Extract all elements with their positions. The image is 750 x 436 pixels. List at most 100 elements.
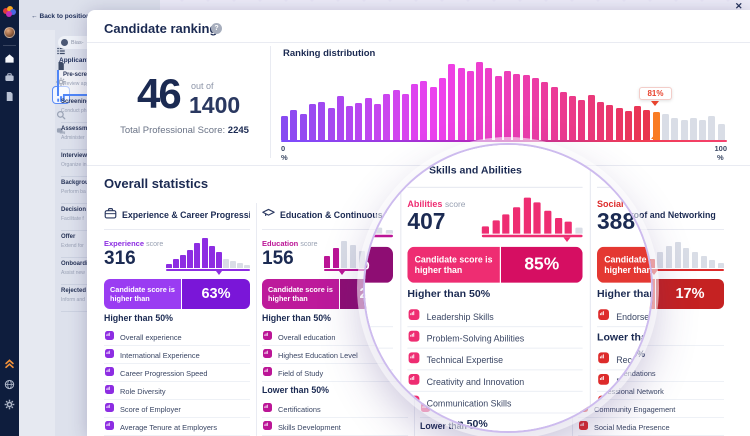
criteria-label: Problem-Solving Abilities (426, 333, 525, 345)
stage-title: Offer (61, 234, 76, 240)
card-divider (256, 203, 257, 436)
search-icon[interactable] (56, 107, 66, 120)
axis-max-label: 100 (714, 144, 727, 153)
score-label: Social score (597, 198, 647, 210)
item-divider (104, 399, 250, 400)
bar-chart-icon (408, 309, 420, 321)
bar-chart-icon (598, 417, 609, 429)
bar-chart-icon (408, 374, 420, 385)
stage-subtitle: Inform and (61, 297, 85, 303)
bar-chart-icon (598, 374, 609, 385)
bar-chart-icon (263, 403, 272, 412)
score-marker (338, 271, 345, 275)
axis-min-label: 0 (281, 144, 286, 153)
criteria-item: Certifications (262, 400, 408, 418)
document-icon[interactable] (4, 89, 15, 101)
criteria-label: International Experience (120, 351, 200, 360)
ranking-chart-icon[interactable] (56, 90, 66, 102)
criteria-label: Role Diversity (120, 387, 166, 396)
criteria-label: Leadership Skills (426, 311, 494, 323)
chevrons-up-icon[interactable] (4, 356, 15, 369)
stage-subtitle: Review app (63, 81, 90, 87)
card-header-divider (578, 229, 724, 230)
app-logo-icon[interactable] (3, 6, 16, 18)
stage-subtitle: Organize in (61, 162, 87, 168)
percentile-pill: Candidate score is higher than 63% (104, 279, 250, 309)
criteria-item: Social Media Presence (597, 414, 651, 431)
briefcase-icon[interactable] (4, 70, 15, 81)
chat-icon[interactable] (56, 124, 66, 135)
back-arrow-icon: ← (31, 13, 38, 20)
percentile-pill-value: 63% (182, 279, 250, 309)
total-professional-score: Total Professional Score: 2245 (120, 125, 249, 136)
bar-chart-icon (598, 352, 609, 364)
criteria-label: Community Engagement (616, 398, 651, 409)
bar-chart-icon (598, 395, 609, 407)
item-divider (262, 363, 408, 364)
section-label: Lower than 50% (597, 330, 651, 343)
stages-header: Applicant (59, 57, 89, 64)
section-label: Higher than 50% (365, 288, 393, 300)
item-divider (104, 381, 250, 382)
card-title: Experience & Career Progression (122, 210, 250, 220)
card-header-divider (262, 229, 408, 230)
score-histogram (365, 194, 393, 240)
close-icon[interactable]: ✕ (735, 1, 743, 11)
score-value: 407 (407, 209, 446, 235)
criteria-label: Endorsements (616, 311, 651, 323)
stage-title: Onboarding (61, 261, 95, 267)
bar-chart-icon (263, 349, 272, 358)
criteria-item: Endorsements (597, 306, 651, 328)
ranking-distribution-title: Ranking distribution (283, 48, 376, 59)
bar-chart-icon (263, 421, 272, 430)
percentile-pill-value: 21% (365, 246, 393, 283)
rank-total: 1400 (189, 92, 241, 118)
stage-title: Pre-screening (63, 72, 104, 78)
score-label: Abilities score (407, 198, 466, 210)
stat-card-social-proof-and-networking: Social Proof and Networking Social score3… (597, 156, 651, 431)
item-divider (365, 412, 393, 414)
item-divider (597, 390, 651, 393)
rank-out-of-label: out of (191, 81, 214, 91)
bar-chart-icon (408, 330, 420, 342)
gear-icon[interactable] (4, 397, 15, 410)
criteria-item: Creativity and Innovation (407, 370, 583, 393)
home-icon[interactable] (4, 51, 15, 63)
ranking-distribution-chart (281, 60, 727, 140)
section-label: Lower than 50% (262, 385, 329, 395)
user-avatar[interactable] (3, 27, 15, 38)
globe-icon[interactable] (4, 377, 15, 390)
overall-statistics-title: Overall statistics (104, 176, 209, 191)
bar-chart-icon (105, 367, 114, 376)
criteria-label: Technical Expertise (426, 354, 504, 366)
percentile-tooltip-pointer (651, 101, 659, 106)
document-icon[interactable] (56, 58, 66, 71)
header-divider (87, 42, 750, 43)
item-divider (104, 345, 250, 346)
score-value: 388 (597, 209, 636, 235)
item-divider (407, 347, 583, 349)
card-header-divider (104, 229, 250, 230)
card-divider (400, 155, 402, 431)
item-divider (407, 369, 583, 371)
item-divider (262, 381, 408, 382)
help-icon[interactable]: ? (211, 23, 222, 34)
section-label: Higher than 50% (407, 287, 491, 300)
item-divider (597, 326, 651, 328)
bias-icon (61, 39, 68, 46)
percentile-tooltip: 81% (639, 87, 672, 100)
score-histogram-baseline (481, 234, 583, 238)
score-value: 316 (104, 248, 136, 269)
criteria-item: Communication Skills (407, 392, 583, 414)
back-to-position-link[interactable]: ← Back to position (31, 13, 91, 20)
item-divider (365, 369, 393, 371)
criteria-item: Field of Study (262, 364, 408, 382)
criteria-item: International Experience (104, 346, 250, 364)
criteria-item: Highest Education Level (262, 346, 408, 364)
score-histogram-baseline (640, 269, 724, 271)
card-title: Social Proof and Networking (618, 164, 651, 177)
score-label: Experience score (104, 239, 164, 248)
